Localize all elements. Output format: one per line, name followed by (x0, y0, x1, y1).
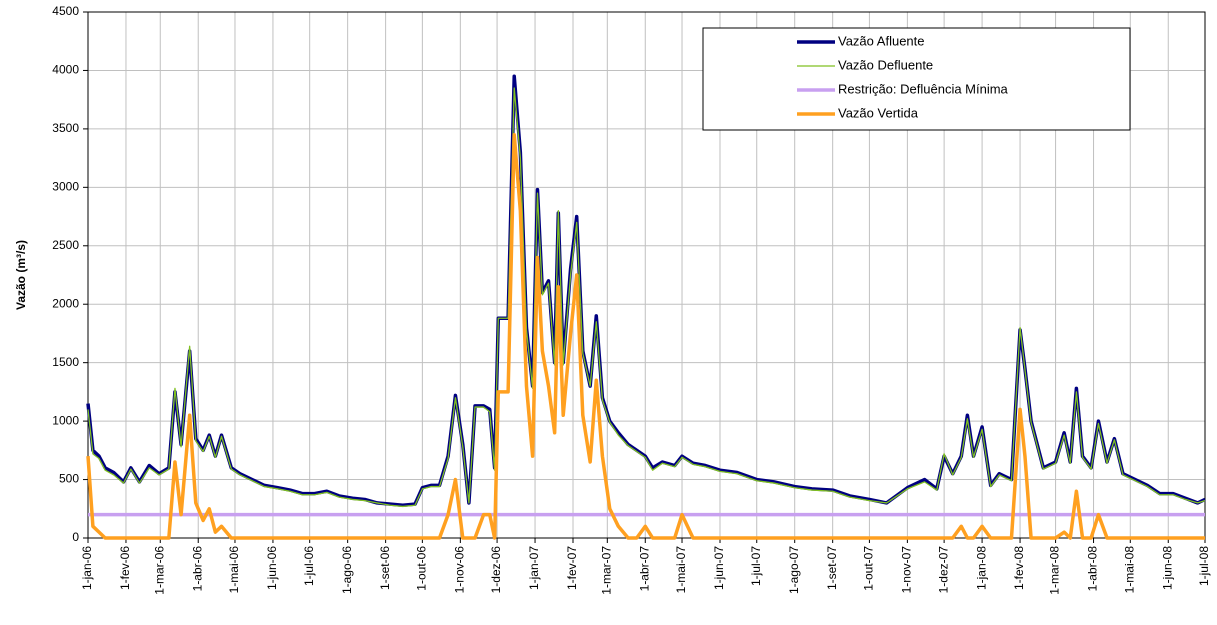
x-tick-label: 1-jan-06 (80, 546, 94, 590)
x-tick-label: 1-dez-06 (489, 546, 503, 594)
x-tick-label: 1-ago-07 (787, 546, 801, 594)
x-tick-label: 1-fev-07 (565, 546, 579, 590)
x-tick-label: 1-out-06 (415, 546, 429, 591)
y-tick-label: 3500 (52, 121, 79, 135)
x-tick-label: 1-dez-07 (936, 546, 950, 594)
x-tick-label: 1-mai-06 (227, 546, 241, 594)
legend: Vazão Afluente Vazão Defluente Restrição: … (702, 27, 1131, 131)
legend-label: Vazão Afluente (838, 33, 925, 48)
x-tick-label: 1-jan-07 (527, 546, 541, 590)
y-tick-label: 4500 (52, 4, 79, 18)
x-tick-label: 1-set-06 (378, 546, 392, 590)
x-tick-label: 1-abr-08 (1086, 546, 1100, 592)
plot-border (87, 11, 1206, 539)
x-tick-label: 1-jun-07 (712, 546, 726, 590)
x-tick-label: 1-mar-07 (599, 546, 613, 595)
x-tick-label: 1-mar-06 (152, 546, 166, 595)
x-tick-label: 1-nov-06 (453, 546, 467, 594)
x-tick-label: 1-jul-08 (1197, 546, 1211, 586)
x-tick-label: 1-mai-07 (674, 546, 688, 594)
x-tick-label: 1-jan-08 (974, 546, 988, 590)
y-tick-label: 500 (59, 472, 79, 486)
x-tick-label: 1-mai-08 (1122, 546, 1136, 594)
y-tick-label: 1000 (52, 413, 79, 427)
y-tick-label: 3000 (52, 180, 79, 194)
x-tick-label: 1-set-07 (825, 546, 839, 590)
y-tick-label: 1500 (52, 355, 79, 369)
legend-label: Vazão Defluente (838, 57, 933, 72)
x-tick-label: 1-jul-07 (749, 546, 763, 586)
x-tick-label: 1-abr-07 (637, 546, 651, 592)
x-tick-label: 1-fev-08 (1012, 546, 1026, 590)
x-tick-label: 1-fev-06 (118, 546, 132, 590)
x-tick-label: 1-abr-06 (190, 546, 204, 592)
legend-label: Restrição: Defluência Mínima (838, 81, 1009, 96)
y-tick-label: 2500 (52, 238, 79, 252)
x-tick-label: 1-nov-07 (900, 546, 914, 594)
legend-box (702, 27, 1131, 131)
legend-label: Vazão Vertida (838, 105, 919, 120)
x-tick-label: 1-jun-08 (1160, 546, 1174, 590)
x-tick-label: 1-jul-06 (302, 546, 316, 586)
y-axis-label: Vazão (m³/s) (14, 240, 28, 310)
x-tick-label: 1-mar-08 (1048, 546, 1062, 595)
x-tick-label: 1-out-07 (862, 546, 876, 591)
series-line (87, 87, 1206, 508)
series-line (86, 132, 1205, 540)
x-tick-label: 1-jun-06 (265, 546, 279, 590)
y-tick-label: 0 (72, 530, 79, 544)
y-tick-label: 2000 (52, 296, 79, 310)
y-tick-label: 4000 (52, 63, 79, 77)
x-tick-label: 1-ago-06 (340, 546, 354, 594)
